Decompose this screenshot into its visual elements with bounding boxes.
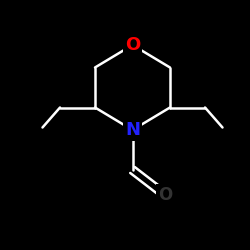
Text: O: O <box>158 186 172 204</box>
Text: N: N <box>125 121 140 139</box>
Text: O: O <box>125 36 140 54</box>
